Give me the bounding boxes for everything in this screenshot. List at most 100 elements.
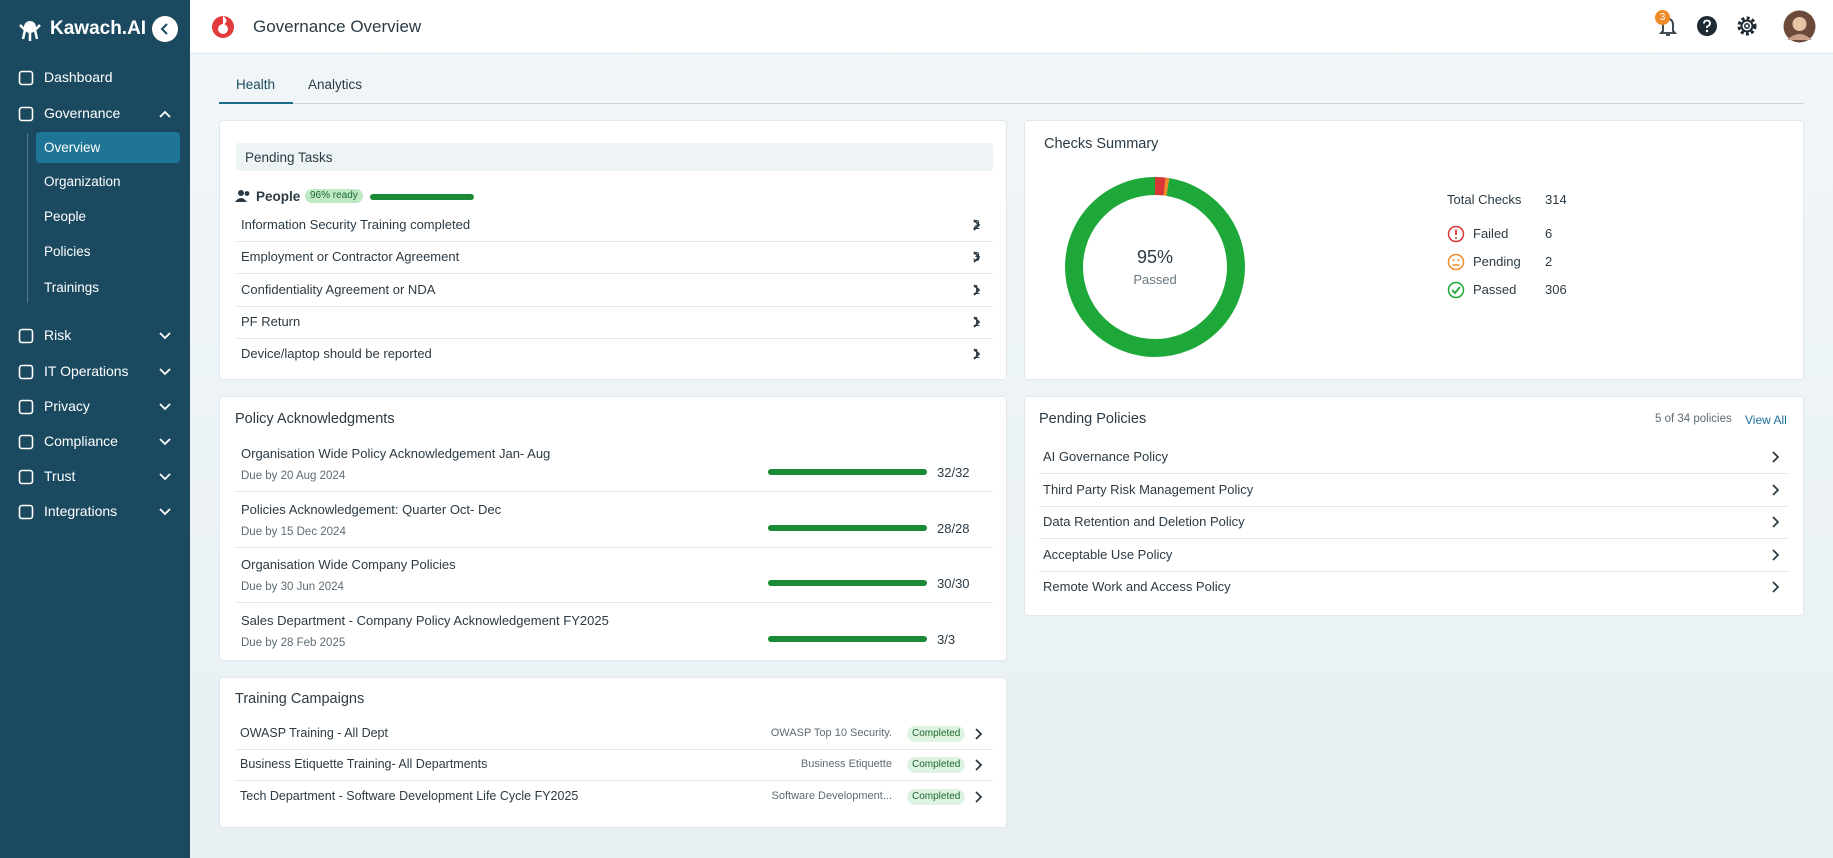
row-divider xyxy=(236,749,993,750)
progress-label: 3/3 xyxy=(937,632,956,648)
row-divider xyxy=(236,337,993,339)
task-label[interactable]: Device/laptop should be reported xyxy=(241,346,432,362)
card-header-bg xyxy=(236,143,993,171)
task-label[interactable]: Information Security Training completed xyxy=(241,217,471,232)
chevron-icon xyxy=(975,759,983,771)
collapse-button[interactable] xyxy=(152,16,178,42)
nav-item[interactable]: IT Operations xyxy=(44,363,129,379)
policy-title[interactable]: Organisation Wide Policy Acknowledgement… xyxy=(241,446,551,461)
card-title: Checks Summary xyxy=(1044,136,1159,152)
view-all-link[interactable]: View All xyxy=(1745,413,1787,427)
nav-subitem[interactable]: Trainings xyxy=(44,280,100,295)
chevron-icon xyxy=(973,219,981,231)
campaign-name[interactable]: OWASP Training - All Dept xyxy=(240,726,388,740)
policy-due: Due by 20 Aug 2024 xyxy=(241,470,346,482)
policy-name[interactable]: Acceptable Use Policy xyxy=(1043,546,1173,562)
row-divider xyxy=(1039,538,1789,539)
task-count: 1 xyxy=(972,346,980,362)
card-title: Pending Policies xyxy=(1039,411,1147,427)
status-label: Passed xyxy=(1473,282,1517,297)
nav-item[interactable]: Dashboard xyxy=(44,69,113,85)
status-label: Pending xyxy=(1473,254,1521,269)
pending-policies-card: Pending Policies 5 of 34 policies View All… xyxy=(1024,396,1804,616)
status-value: 306 xyxy=(1545,282,1567,297)
chevron-icon xyxy=(159,332,171,340)
progress-label: 30/30 xyxy=(937,576,970,592)
nav-icon xyxy=(18,434,34,450)
policy-name[interactable]: Remote Work and Access Policy xyxy=(1043,579,1231,594)
status-badge: Completed xyxy=(907,788,966,805)
nav-subitem[interactable]: People xyxy=(44,209,87,224)
chevron-icon xyxy=(1772,516,1780,528)
ready-badge: 96% ready xyxy=(305,189,363,203)
status-badge: Completed xyxy=(907,726,966,742)
nav-item[interactable]: Compliance xyxy=(44,433,118,449)
policy-name[interactable]: Third Party Risk Management Policy xyxy=(1043,481,1254,497)
tab[interactable]: Analytics xyxy=(308,77,363,92)
donut-center-label: Passed xyxy=(1133,272,1177,287)
ready-bar xyxy=(370,194,474,200)
chevron-icon xyxy=(159,403,171,411)
chevron-icon xyxy=(159,473,171,481)
chevron-icon xyxy=(973,283,981,296)
nav-item[interactable]: Trust xyxy=(44,468,76,484)
row-divider xyxy=(236,780,993,782)
status-icon xyxy=(1447,225,1465,243)
total-value: 314 xyxy=(1545,192,1567,207)
nav-subitem[interactable]: Organization xyxy=(44,174,121,189)
donut-center-value: 95% xyxy=(1136,247,1174,267)
policy-due: Due by 15 Dec 2024 xyxy=(241,525,346,538)
row-divider xyxy=(236,273,993,275)
pending-tasks-card: Pending Tasks People 96% ready Information … xyxy=(219,120,1007,380)
task-label[interactable]: Employment or Contractor Agreement xyxy=(241,249,460,265)
task-count: 3 xyxy=(972,249,980,265)
tab[interactable]: Health xyxy=(236,77,276,92)
row-divider xyxy=(236,546,993,548)
row-divider xyxy=(236,602,993,604)
status-value: 6 xyxy=(1545,226,1553,241)
policy-title[interactable]: Policies Acknowledgement: Quarter Oct- D… xyxy=(241,501,502,517)
nav-icon xyxy=(18,364,34,380)
brand-name: Kawach.AI xyxy=(50,18,147,39)
page-title: Governance Overview xyxy=(253,17,422,36)
policy-name[interactable]: Data Retention and Deletion Policy xyxy=(1043,514,1245,529)
task-label[interactable]: PF Return xyxy=(241,313,301,329)
progress-label: 28/28 xyxy=(937,520,970,536)
nav-icon xyxy=(18,328,34,344)
policy-name[interactable]: AI Governance Policy xyxy=(1043,449,1169,464)
campaign-name[interactable]: Tech Department - Software Development L… xyxy=(240,788,579,803)
chevron-icon xyxy=(159,438,171,446)
policy-acknowledgments-card: Policy Acknowledgments Organisation Wide … xyxy=(219,396,1007,661)
nav-subitem[interactable]: Policies xyxy=(44,244,91,259)
chevron-icon xyxy=(159,110,171,118)
status-badge: Completed xyxy=(907,757,966,774)
tabs-divider xyxy=(219,103,1804,104)
nav-subitem[interactable]: Overview xyxy=(44,140,101,155)
status-icon xyxy=(1447,281,1465,299)
campaign-topic: Business Etiquette xyxy=(800,758,892,771)
chevron-icon xyxy=(1772,451,1780,463)
progress-bar xyxy=(768,580,927,587)
row-divider xyxy=(236,491,993,492)
header: Governance Overview 3 xyxy=(190,0,1833,54)
training-campaigns-card: Training Campaigns OWASP Training - All D… xyxy=(219,677,1007,828)
nav-item[interactable]: Risk xyxy=(44,327,72,343)
nav-item[interactable]: Integrations xyxy=(44,503,118,519)
chevron-icon xyxy=(1772,581,1780,593)
policy-title[interactable]: Organisation Wide Company Policies xyxy=(241,557,456,573)
page-logo xyxy=(212,16,234,38)
nav-item[interactable]: Governance xyxy=(44,105,121,121)
help-icon[interactable] xyxy=(1695,14,1719,38)
settings-icon[interactable] xyxy=(1735,14,1759,38)
nav-active-bg xyxy=(36,132,180,163)
people-icon xyxy=(235,190,250,202)
task-label[interactable]: Confidentiality Agreement or NDA xyxy=(241,281,436,297)
campaign-name[interactable]: Business Etiquette Training- All Departm… xyxy=(240,757,488,772)
chevron-icon xyxy=(975,728,983,740)
policy-title[interactable]: Sales Department - Company Policy Acknow… xyxy=(241,613,609,629)
policy-due: Due by 30 Jun 2024 xyxy=(241,581,344,594)
user-avatar[interactable] xyxy=(1783,10,1816,43)
nav-item[interactable]: Privacy xyxy=(44,398,90,414)
chevron-icon xyxy=(973,348,981,360)
